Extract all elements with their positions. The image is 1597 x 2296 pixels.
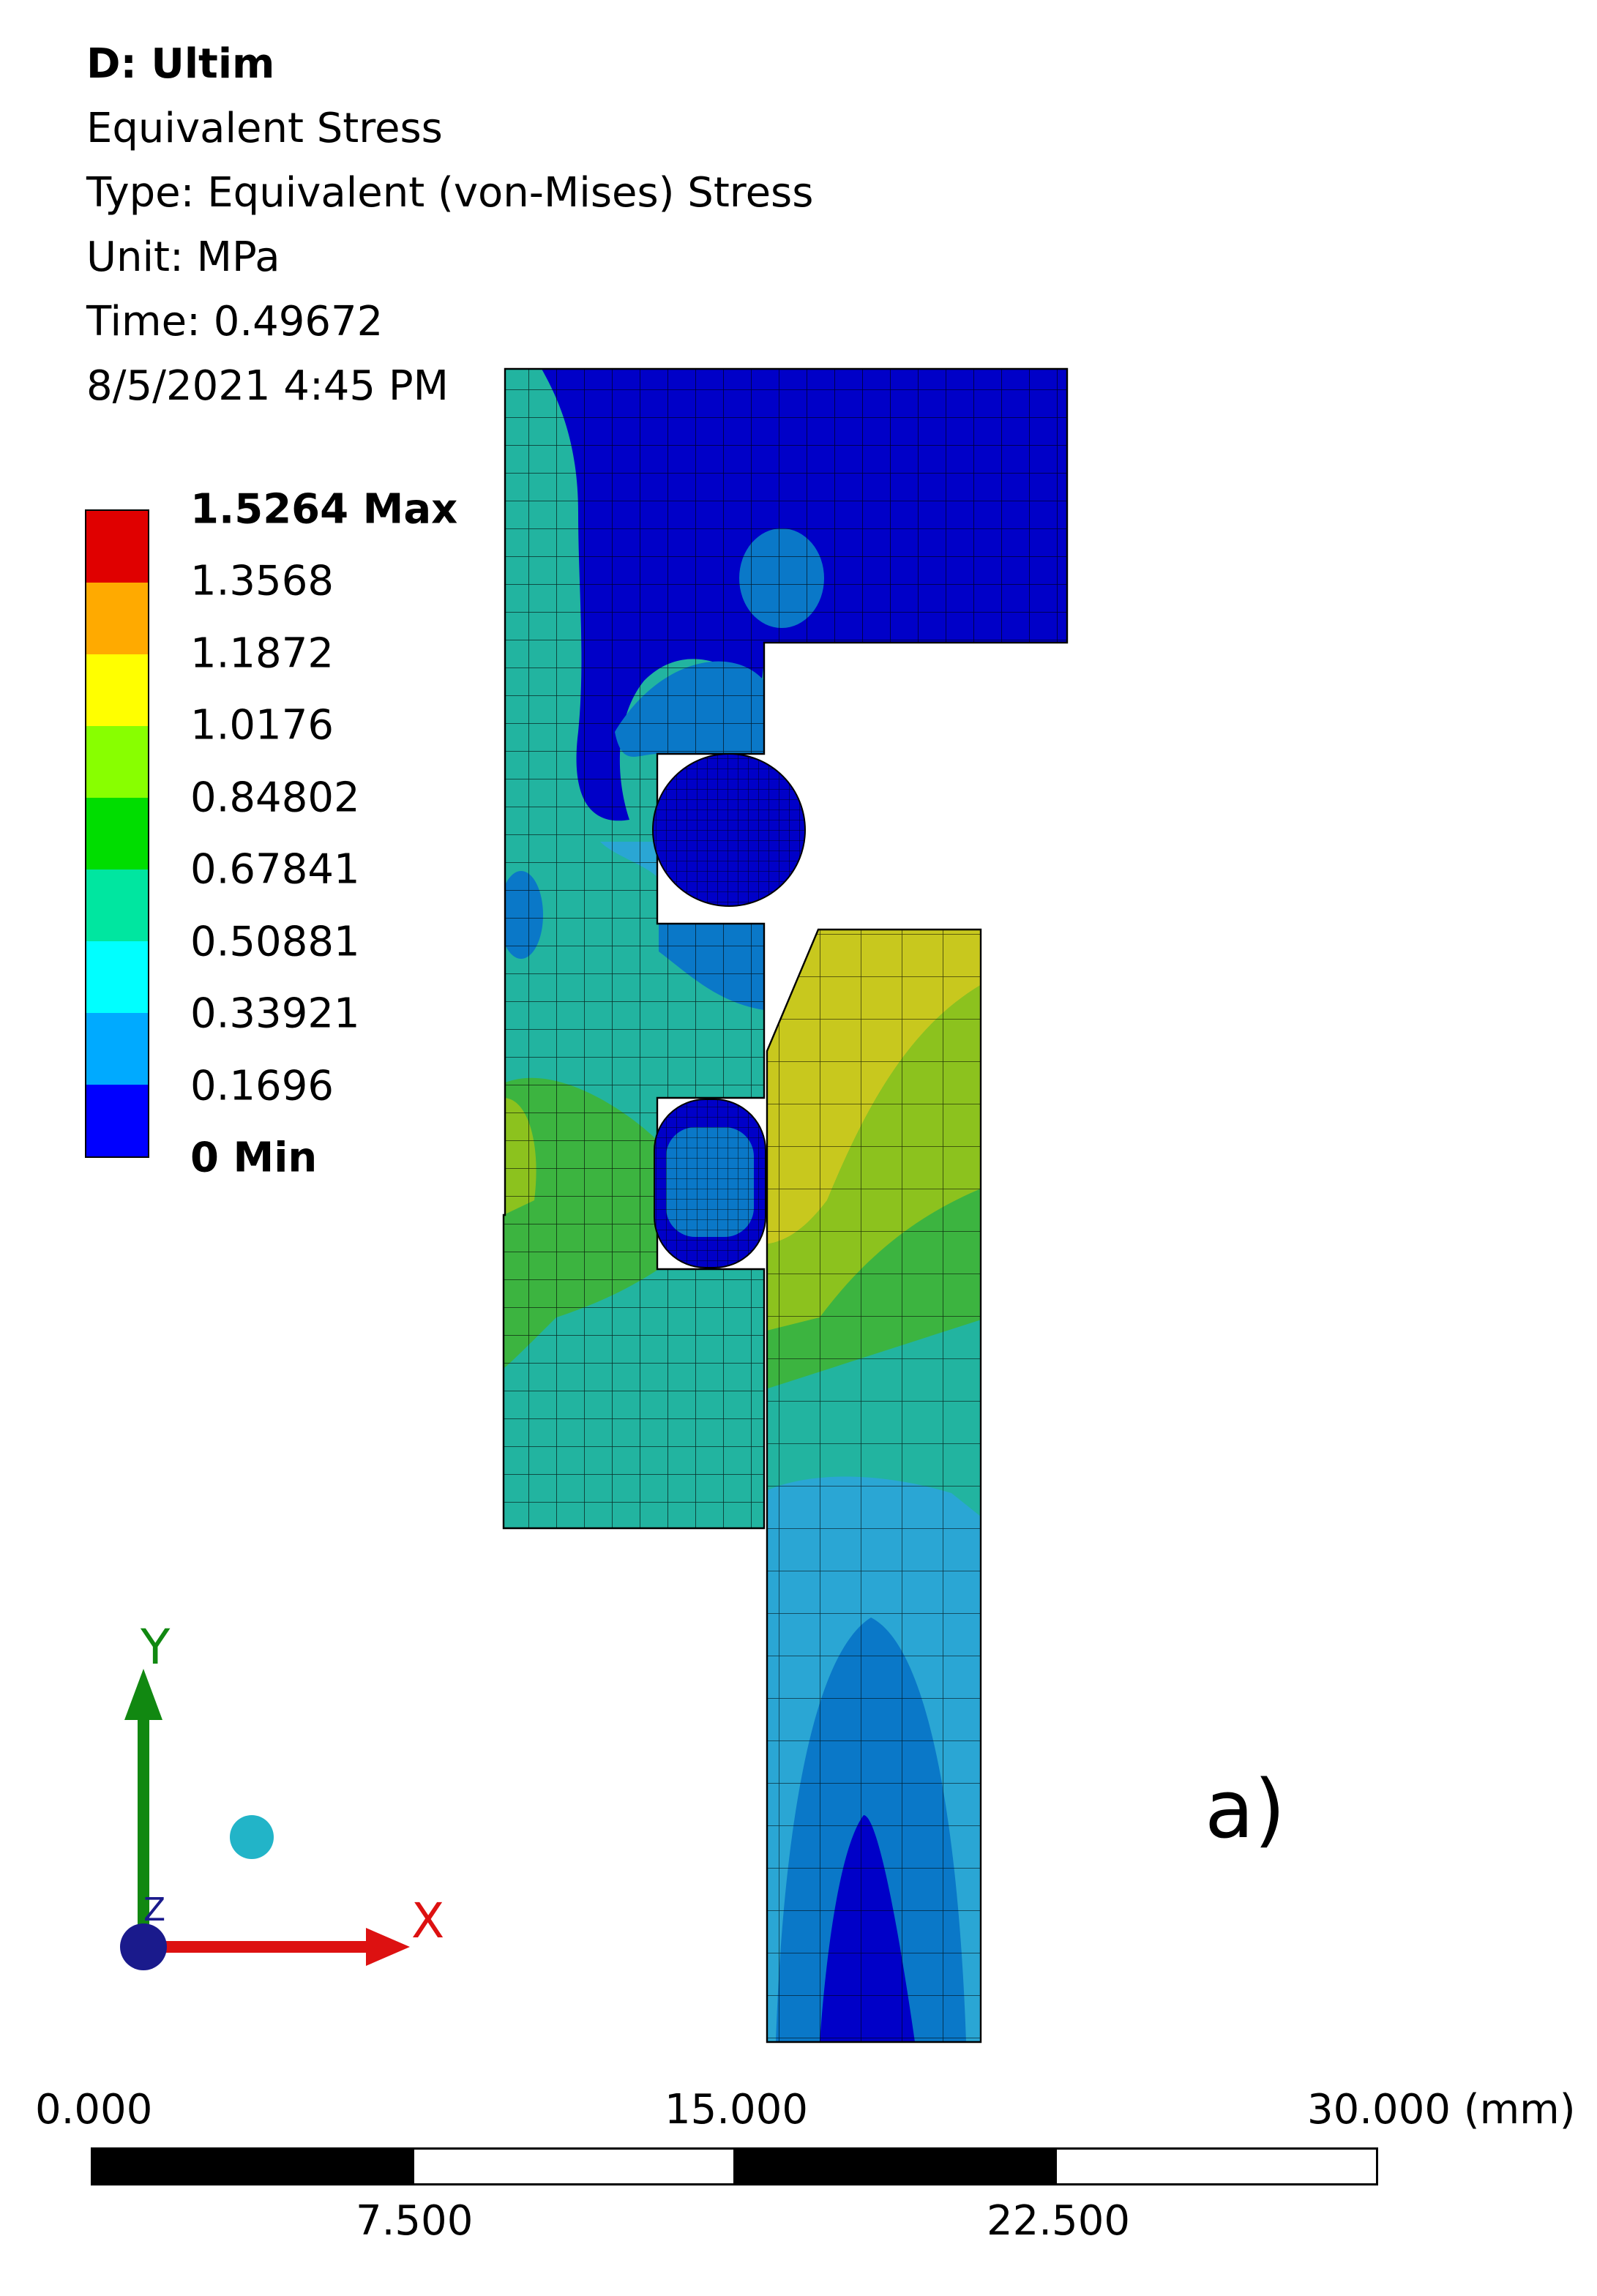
scale-segment-3 [733, 2147, 1057, 2185]
legend-band-2 [86, 654, 148, 726]
legend-label-9: 0 Min [190, 1134, 318, 1182]
scale-segment-1 [91, 2147, 414, 2185]
legend-color-bar [85, 509, 149, 1158]
legend-band-0 [86, 511, 148, 583]
scale-label-15: 15.000 [665, 2086, 808, 2134]
legend-band-4 [86, 798, 148, 870]
result-name: Equivalent Stress [86, 105, 443, 152]
result-time: Time: 0.49672 [86, 298, 384, 345]
scale-segment-4 [1055, 2147, 1378, 2185]
legend-label-8: 0.1696 [190, 1062, 334, 1110]
legend-band-1 [86, 583, 148, 654]
y-axis-arrow-icon [124, 1669, 162, 1720]
fe-model-view [502, 367, 1069, 2043]
result-type: Type: Equivalent (von-Mises) Stress [86, 169, 814, 217]
x-axis-arrow-icon [366, 1928, 410, 1966]
result-title: D: Ultim [86, 40, 275, 88]
legend-label-2: 1.1872 [190, 629, 334, 678]
result-unit: Unit: MPa [86, 233, 280, 281]
scale-label-7-5: 7.500 [356, 2197, 474, 2245]
scale-bar: 0.000 15.000 30.000 (mm) 7.500 22.500 [0, 2086, 1597, 2262]
legend-band-5 [86, 870, 148, 941]
legend-band-8 [86, 1085, 148, 1156]
scale-segment-2 [412, 2147, 736, 2185]
panel-label: a) [1205, 1762, 1286, 1856]
legend-band-3 [86, 726, 148, 798]
legend-label-5: 0.67841 [190, 845, 360, 894]
legend-label-6: 0.50881 [190, 918, 360, 966]
y-axis-label: Y [141, 1619, 171, 1675]
result-header: D: Ultim Equivalent Stress Type: Equival… [86, 32, 813, 419]
legend-label-3: 1.0176 [190, 701, 334, 749]
shaft-part [767, 930, 981, 2042]
z-axis-label: Z [143, 1891, 166, 1929]
rectangular-seal [654, 1099, 766, 1268]
legend-band-7 [86, 1013, 148, 1085]
legend-label-4: 0.84802 [190, 774, 360, 822]
x-axis-label: X [411, 1893, 445, 1949]
legend-label-1: 1.3568 [190, 557, 334, 605]
view-center-sphere-icon [230, 1815, 274, 1859]
o-ring-seal [652, 753, 806, 907]
z-axis-dot-icon [120, 1923, 167, 1970]
result-date: 8/5/2021 4:45 PM [86, 362, 449, 410]
legend-label-0: 1.5264 Max [190, 485, 458, 534]
scale-label-30: 30.000 (mm) [1307, 2086, 1576, 2134]
legend-band-6 [86, 941, 148, 1013]
legend-label-7: 0.33921 [190, 990, 360, 1038]
scale-label-22-5: 22.500 [987, 2197, 1130, 2245]
scale-label-0: 0.000 [35, 2086, 153, 2134]
coordinate-triad [120, 1669, 410, 1970]
